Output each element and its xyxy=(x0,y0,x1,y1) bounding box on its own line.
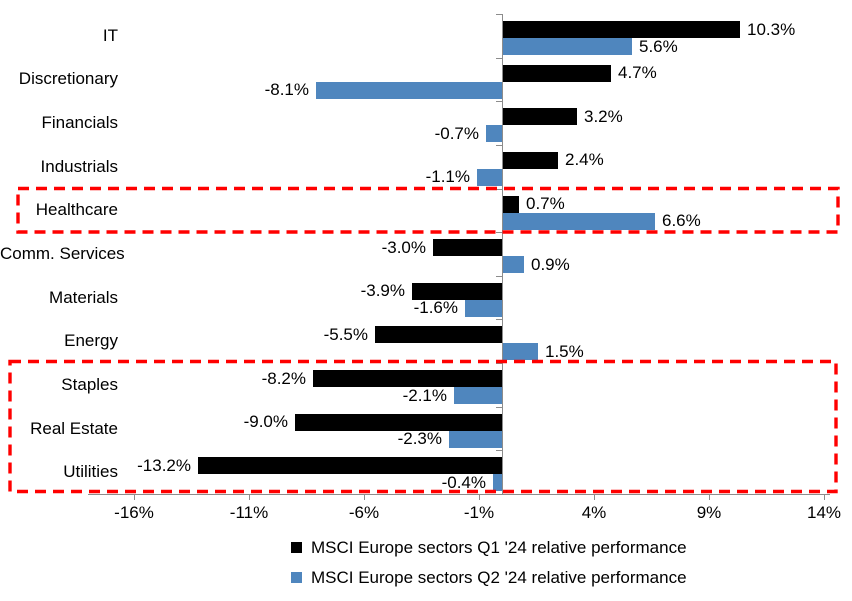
value-label-q1-healthcare: 0.7% xyxy=(526,194,565,214)
legend-label-q2: MSCI Europe sectors Q2 '24 relative perf… xyxy=(311,568,687,587)
value-label-q1-it: 10.3% xyxy=(747,19,796,39)
bar-q1-healthcare xyxy=(503,195,519,213)
category-label-real-estate: Real Estate xyxy=(30,418,118,438)
bar-q2-real-estate xyxy=(449,430,502,448)
bar-q2-discretionary xyxy=(316,81,502,99)
x-axis-tick-label: 4% xyxy=(581,503,607,522)
bar-q1-comm-services xyxy=(433,239,502,257)
value-label-q2-financials: -0.7% xyxy=(434,123,479,143)
category-label-healthcare: Healthcare xyxy=(35,200,118,220)
x-axis-tick-label: -1% xyxy=(463,503,495,522)
bar-q1-discretionary xyxy=(503,64,611,82)
value-label-q1-energy: -5.5% xyxy=(323,324,368,344)
value-label-q1-materials: -3.9% xyxy=(360,281,405,301)
category-label-materials: Materials xyxy=(49,287,118,307)
legend: MSCI Europe sectors Q1 '24 relative perf… xyxy=(291,537,687,588)
category-label-energy: Energy xyxy=(64,331,118,351)
category-label-industrials: Industrials xyxy=(40,156,118,176)
x-axis-tick-label: -16% xyxy=(114,503,154,522)
bar-q1-materials xyxy=(412,282,502,300)
x-axis-tick xyxy=(364,494,365,500)
bar-q1-staples xyxy=(313,370,502,388)
highlight-box-healthcare xyxy=(16,186,840,234)
category-label-comm-services: Comm. Services xyxy=(0,244,125,263)
bar-q2-utilities xyxy=(493,474,502,492)
bar-q2-it xyxy=(503,38,632,55)
x-axis-tick-label: -11% xyxy=(229,503,269,522)
x-axis-tick xyxy=(249,494,250,500)
bar-q1-energy xyxy=(375,326,502,344)
bar-q1-real-estate xyxy=(295,413,502,431)
bar-q2-materials xyxy=(465,299,502,317)
value-label-q1-utilities: -13.2% xyxy=(137,455,191,475)
legend-swatch-q1-icon xyxy=(291,542,302,553)
category-tick xyxy=(496,145,503,146)
category-tick xyxy=(496,58,503,59)
bar-q2-staples xyxy=(454,387,502,405)
x-axis-tick xyxy=(709,494,710,500)
value-label-q2-industrials: -1.1% xyxy=(425,167,470,187)
value-label-q1-staples: -8.2% xyxy=(261,368,306,388)
value-label-q2-real-estate: -2.3% xyxy=(397,429,442,449)
x-axis-tick xyxy=(134,494,135,500)
legend-swatch-q2-icon xyxy=(291,572,302,583)
x-axis-tick xyxy=(479,494,480,500)
value-label-q1-industrials: 2.4% xyxy=(565,150,604,170)
bar-q1-financials xyxy=(503,108,577,126)
value-label-q2-healthcare: 6.6% xyxy=(662,211,701,231)
category-tick xyxy=(496,101,503,102)
category-tick xyxy=(496,232,503,233)
bar-q2-financials xyxy=(486,125,502,143)
value-label-q1-discretionary: 4.7% xyxy=(618,63,657,83)
category-label-discretionary: Discretionary xyxy=(18,69,118,89)
category-label-financials: Financials xyxy=(41,113,118,133)
value-label-q2-comm-services: 0.9% xyxy=(531,254,570,274)
category-tick xyxy=(496,319,503,320)
legend-item-q2: MSCI Europe sectors Q2 '24 relative perf… xyxy=(291,567,687,588)
legend-label-q1: MSCI Europe sectors Q1 '24 relative perf… xyxy=(311,538,687,557)
value-label-q2-materials: -1.6% xyxy=(413,298,458,318)
category-tick xyxy=(496,14,503,15)
x-axis-tick-label: 9% xyxy=(696,503,722,522)
value-label-q2-energy: 1.5% xyxy=(545,341,584,361)
x-axis-tick-label: -6% xyxy=(348,503,380,522)
x-axis-tick xyxy=(824,494,825,500)
value-label-q2-utilities: -0.4% xyxy=(441,472,486,492)
bar-q2-healthcare xyxy=(503,212,655,230)
legend-item-q1: MSCI Europe sectors Q1 '24 relative perf… xyxy=(291,537,687,558)
category-label-staples: Staples xyxy=(61,374,118,394)
value-label-q2-discretionary: -8.1% xyxy=(264,80,309,100)
zero-axis-line xyxy=(502,14,503,494)
category-tick xyxy=(496,363,503,364)
bar-q1-utilities xyxy=(198,457,502,475)
bar-q1-industrials xyxy=(503,151,558,169)
category-tick xyxy=(496,407,503,408)
bar-q2-energy xyxy=(503,343,538,361)
bar-q2-industrials xyxy=(477,168,502,186)
category-tick xyxy=(496,276,503,277)
category-label-utilities: Utilities xyxy=(63,462,118,482)
value-label-q1-financials: 3.2% xyxy=(584,106,623,126)
value-label-q1-comm-services: -3.0% xyxy=(381,237,426,257)
bar-q2-comm-services xyxy=(503,256,524,274)
category-tick xyxy=(496,189,503,190)
x-axis-tick xyxy=(594,494,595,500)
x-axis-line xyxy=(88,494,830,495)
category-tick xyxy=(496,450,503,451)
value-label-q2-it: 5.6% xyxy=(639,36,678,56)
category-label-it: IT xyxy=(102,25,118,45)
bar-q1-it xyxy=(503,21,740,38)
value-label-q2-staples: -2.1% xyxy=(402,385,447,405)
x-axis-tick-label: 14% xyxy=(806,503,842,522)
value-label-q1-real-estate: -9.0% xyxy=(243,412,288,432)
